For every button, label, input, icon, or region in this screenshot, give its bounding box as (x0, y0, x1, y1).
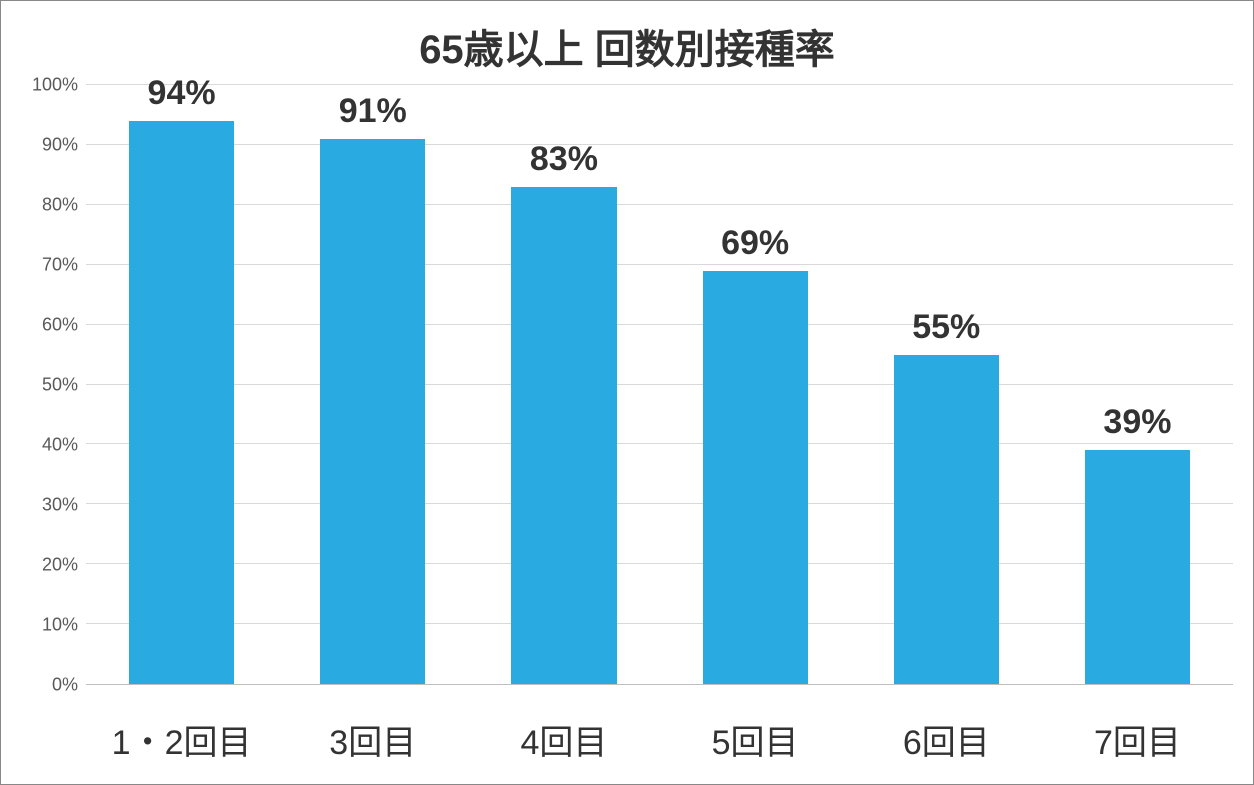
bar-slot: 39% (1042, 85, 1233, 684)
y-tick-label: 0% (52, 675, 78, 696)
x-tick-label: 4回目 (468, 715, 659, 764)
bar-slot: 91% (277, 85, 468, 684)
data-label: 83% (530, 140, 598, 179)
bar (894, 355, 999, 684)
y-tick-label: 20% (42, 555, 78, 576)
data-label: 39% (1103, 403, 1171, 442)
y-tick-label: 70% (42, 255, 78, 276)
bar (703, 271, 808, 684)
bar (511, 187, 616, 684)
bar-slot: 55% (851, 85, 1042, 684)
y-tick-label: 10% (42, 615, 78, 636)
bar-slot: 69% (660, 85, 851, 684)
bar-slot: 94% (86, 85, 277, 684)
data-label: 94% (148, 74, 216, 113)
bars-row: 94% 91% 83% 69% 55% 39% (86, 85, 1233, 684)
bar (129, 121, 234, 684)
y-tick-label: 90% (42, 135, 78, 156)
y-tick-label: 50% (42, 375, 78, 396)
x-tick-label: 1・2回目 (86, 715, 277, 764)
data-label: 55% (912, 308, 980, 347)
bar (1085, 450, 1190, 684)
data-label: 91% (339, 92, 407, 131)
y-tick-label: 100% (32, 75, 78, 96)
x-axis: 1・2回目3回目4回目5回目6回目7回目 (86, 715, 1233, 764)
y-tick-label: 60% (42, 315, 78, 336)
y-tick-label: 80% (42, 195, 78, 216)
bar (320, 139, 425, 684)
y-tick-label: 30% (42, 495, 78, 516)
chart-title: 65歳以上 回数別接種率 (21, 17, 1233, 75)
y-axis: 100% 90% 80% 70% 60% 50% 40% 30% 20% 10%… (21, 85, 86, 685)
x-tick-label: 5回目 (660, 715, 851, 764)
y-tick-label: 40% (42, 435, 78, 456)
data-label: 69% (721, 224, 789, 263)
x-tick-label: 3回目 (277, 715, 468, 764)
bar-slot: 83% (468, 85, 659, 684)
plot-wrap: 100% 90% 80% 70% 60% 50% 40% 30% 20% 10%… (21, 85, 1233, 685)
plot-area: 94% 91% 83% 69% 55% 39% (86, 85, 1233, 685)
chart-container: 65歳以上 回数別接種率 100% 90% 80% 70% 60% 50% 40… (0, 0, 1254, 785)
x-tick-label: 6回目 (851, 715, 1042, 764)
x-tick-label: 7回目 (1042, 715, 1233, 764)
